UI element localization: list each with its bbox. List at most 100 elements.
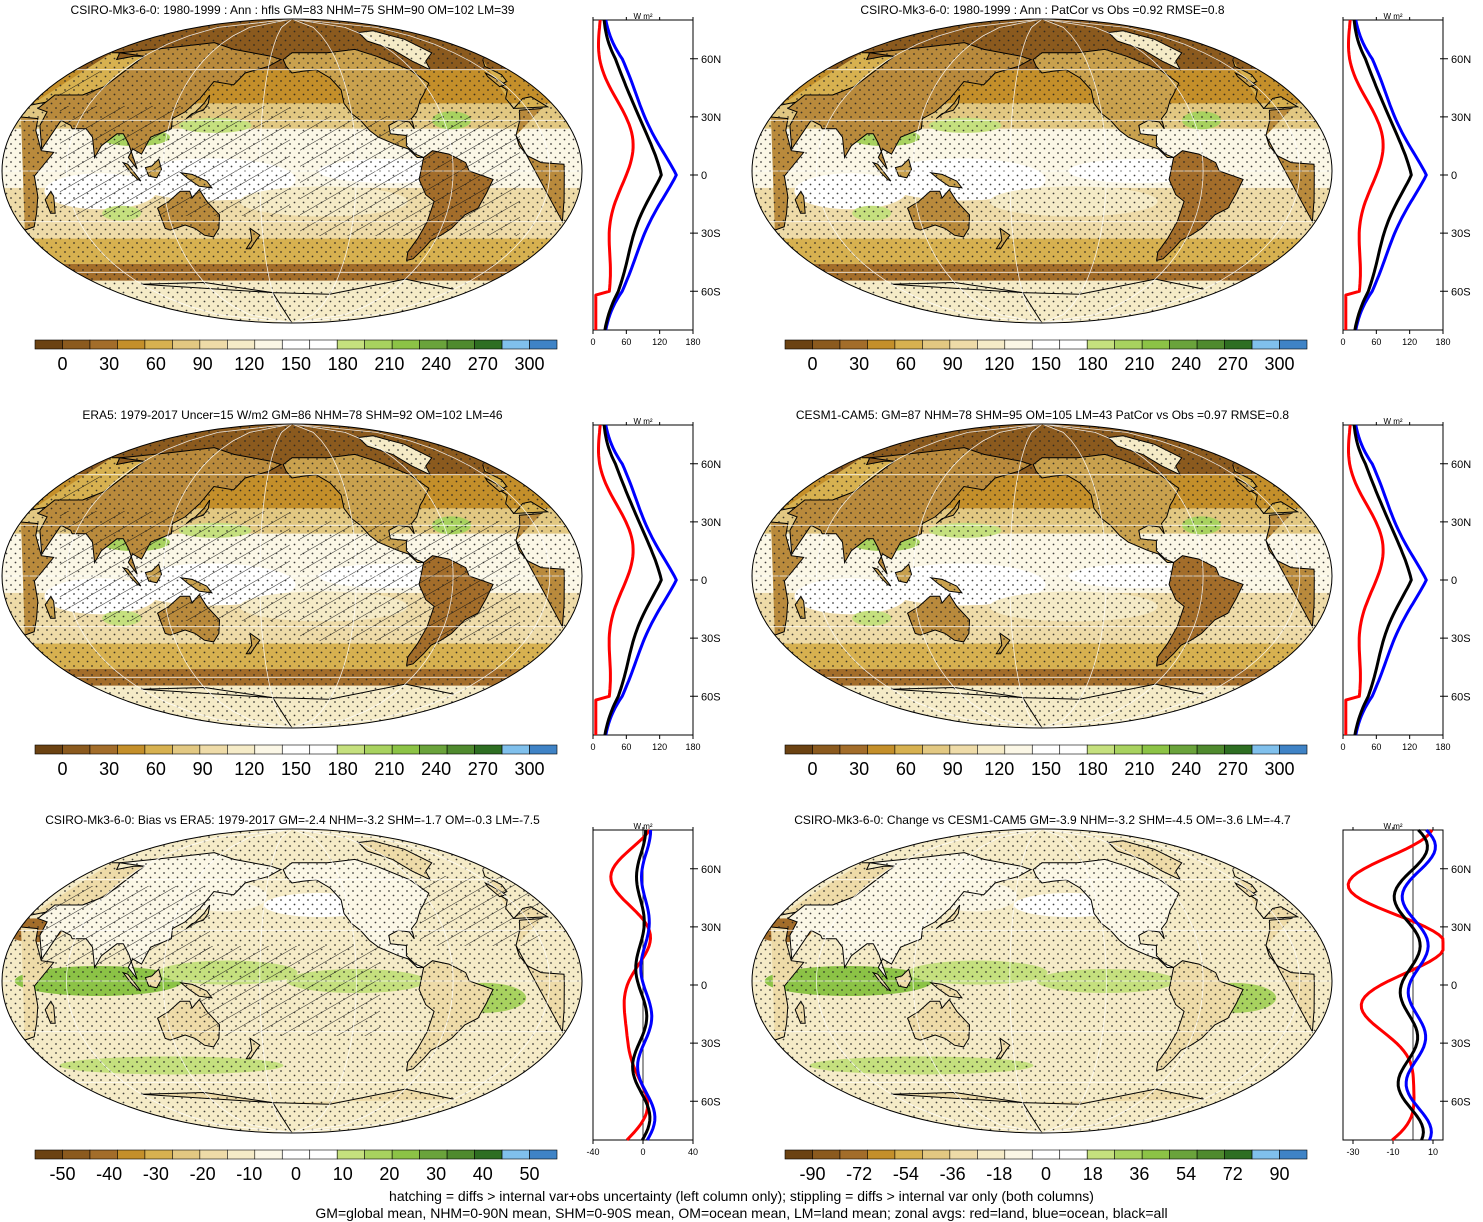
footer-note-hatching: hatching = diffs > internal var+obs unce…	[389, 1188, 1094, 1204]
lat-tick-label: 60N	[701, 54, 721, 66]
hatching-region	[20, 451, 100, 501]
lat-tick-label: 60N	[701, 459, 721, 471]
colorbar-box	[474, 744, 503, 755]
colorbar-box	[1031, 1149, 1061, 1160]
colorbar-box	[501, 339, 530, 350]
colorbar-label: 40	[473, 1164, 493, 1184]
colorbar-label: 210	[1124, 354, 1154, 374]
colorbar-box	[501, 1149, 530, 1160]
footer-note-legend: GM=global mean, NHM=0-90N mean, SHM=0-90…	[315, 1205, 1168, 1221]
colorbar-label: 0	[1041, 1164, 1051, 1184]
graticule-lon	[1009, 829, 1043, 1133]
colorbar-box	[117, 744, 146, 755]
colorbar-label: 300	[1265, 759, 1295, 779]
lat-tick-label: 0	[1451, 575, 1457, 587]
graticule-lon	[65, 19, 293, 323]
graticule-lon	[1041, 19, 1301, 323]
colorbar-box	[281, 744, 311, 755]
lat-tick-label: 0	[1451, 980, 1457, 992]
zonal-line-land	[594, 424, 635, 735]
zonal-unit-label: W m²	[1383, 12, 1402, 21]
colorbar-label: 0	[57, 759, 67, 779]
colorbar-box	[199, 339, 228, 350]
colorbar-label: -50	[49, 1164, 75, 1184]
colorbar-label: 180	[1078, 759, 1108, 779]
colorbar-box	[391, 339, 420, 350]
value-tick-label: 180	[1435, 337, 1450, 347]
colorbar-box	[419, 339, 448, 350]
colorbar-box	[144, 339, 173, 350]
colorbar-box	[1196, 1149, 1225, 1160]
colorbar-box	[1059, 339, 1088, 350]
colorbar-box	[62, 744, 91, 755]
graticule-lon	[912, 19, 1043, 323]
colorbar-box	[199, 1149, 228, 1160]
colorbar-box	[1279, 1149, 1308, 1160]
colorbar-box	[529, 1149, 558, 1160]
hatching-region	[300, 116, 520, 236]
colorbar-box	[1251, 1149, 1280, 1160]
graticule-lon	[1041, 424, 1301, 728]
colorbar-label: -90	[799, 1164, 825, 1184]
graticule-lon	[291, 424, 454, 728]
colorbar-box	[1059, 1149, 1088, 1160]
graticule-lon	[291, 424, 551, 728]
colorbar-box	[62, 339, 91, 350]
lat-tick-label: 30S	[701, 633, 721, 645]
colorbar-box	[1141, 339, 1170, 350]
zonal-line-all	[1392, 828, 1429, 1141]
zonal-line-ocean	[1354, 19, 1428, 331]
graticule-lon	[815, 424, 1043, 728]
world-map	[1, 828, 583, 1134]
lat-tick-label: 60N	[1451, 54, 1471, 66]
panel-p2: CSIRO-Mk3-6-0: 1980-1999 : Ann : PatCor …	[750, 0, 1483, 405]
graticule-lon	[65, 424, 293, 728]
colorbar: -90 -72 -54 -36 -18 0 18 36 54 72 90	[784, 1149, 1308, 1184]
colorbar-box	[839, 744, 868, 755]
colorbar-label: 90	[1270, 1164, 1290, 1184]
graticule-lon	[815, 19, 1043, 323]
zonal-line-all	[602, 19, 663, 331]
colorbar-box	[199, 744, 228, 755]
lat-tick-label: 30N	[1451, 112, 1471, 124]
lat-tick-label: 30N	[1451, 922, 1471, 934]
colorbar: 0 30 60 90 120 150 180 210 240 270 300	[34, 744, 558, 779]
zonal-mean-plot: W m² 60N 30N 0 30S 60S 0 60 120 180	[1340, 417, 1471, 752]
lat-tick-label: 60S	[701, 691, 721, 703]
colorbar-box	[89, 744, 118, 755]
lat-tick-label: 30N	[701, 517, 721, 529]
colorbar-box	[529, 744, 558, 755]
graticule-lon	[1041, 829, 1107, 1133]
graticule-lon	[291, 19, 454, 323]
colorbar-box	[446, 339, 475, 350]
colorbar-label: 30	[99, 759, 119, 779]
colorbar-box	[391, 744, 420, 755]
zonal-frame	[592, 424, 694, 736]
colorbar-box	[364, 339, 393, 350]
zonal-line-land	[594, 19, 635, 330]
value-tick-label: 0	[640, 1147, 645, 1157]
value-tick-label: 60	[1371, 742, 1381, 752]
zonal-unit-label: W m²	[1383, 417, 1402, 426]
map-outline	[751, 423, 1333, 729]
colorbar-label: 210	[374, 354, 404, 374]
colorbar-box	[474, 1149, 503, 1160]
lat-tick-label: 60N	[1451, 864, 1471, 876]
colorbar-label: 90	[943, 354, 963, 374]
value-tick-label: 0	[1340, 742, 1345, 752]
colorbar-box	[1279, 339, 1308, 350]
lat-tick-label: 0	[1451, 170, 1457, 182]
colorbar-box	[1196, 339, 1225, 350]
colorbar-box	[949, 744, 978, 755]
zonal-mean-plot: W m² 60N 30N 0 30S 60S 0 60 120 180	[1340, 12, 1471, 347]
panel-p4: CESM1-CAM5: GM=87 NHM=78 SHM=95 OM=105 L…	[750, 405, 1483, 810]
graticule-lon	[291, 829, 454, 1133]
colorbar: 0 30 60 90 120 150 180 210 240 270 300	[784, 744, 1308, 779]
colorbar-box	[922, 1149, 951, 1160]
colorbar: 0 30 60 90 120 150 180 210 240 270 300	[784, 339, 1308, 374]
colorbar-label: -36	[940, 1164, 966, 1184]
colorbar-box	[894, 339, 923, 350]
colorbar-label: 30	[99, 354, 119, 374]
colorbar-box	[254, 339, 283, 350]
graticule-lon	[259, 424, 293, 728]
